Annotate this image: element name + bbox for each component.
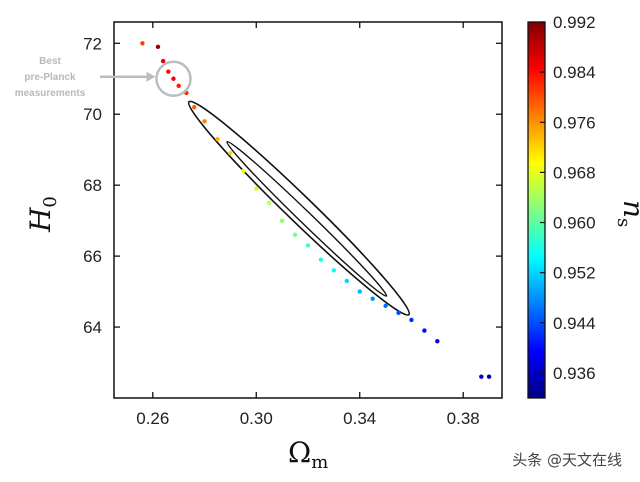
scatter-point [435,339,440,344]
colorbar-title: ns [613,200,640,227]
colorbar-tick-label: 0.944 [553,314,596,333]
annotation-text: measurements [15,88,86,99]
scatter-point [305,243,311,248]
y-tick-label: 64 [83,318,102,337]
scatter-point [396,310,401,316]
scatter-point [171,76,176,81]
scatter-point [370,296,375,301]
colorbar-tick-label: 0.952 [553,264,596,283]
contour-inner [226,140,388,297]
y-axis-title: H0 [24,196,61,233]
annotation-best-pre-planck: Best pre-Planck measurements [15,56,192,99]
y-tick-label: 72 [83,34,102,53]
scatter-point [176,83,181,89]
contour-outer [187,100,411,316]
scatter-point [202,119,207,124]
annotation-text: Best [39,56,61,67]
x-axis-title: Ωm [288,436,328,473]
x-tick-label: 0.38 [447,409,480,428]
x-axis-ticks: 0.26 0.30 0.34 0.38 [136,22,480,428]
colorbar: 0.992 0.984 0.976 0.968 0.960 0.952 0.944 0.936 [527,13,596,399]
scatter-point [140,41,145,46]
scatter-point [409,317,414,323]
watermark: 头条 @天文在线 [512,451,622,469]
y-axis-ticks: 64 66 68 70 72 [83,34,502,337]
annotation-arrowhead [146,71,156,82]
scatter-point [267,200,272,206]
colorbar-tick-label: 0.960 [553,214,596,233]
colorbar-gradient [527,21,546,399]
scatter-point [155,44,161,50]
scatter-point [228,151,233,156]
scatter-point [292,232,298,238]
scatter-point [318,257,324,262]
scatter-point [279,218,285,223]
scatter-point [383,303,388,308]
scatter-point [254,186,259,191]
scatter-point [191,104,197,110]
colorbar-tick-label: 0.992 [553,13,596,32]
scatter-point [344,278,349,284]
y-tick-label: 68 [83,176,102,195]
scatter-point [357,289,362,294]
colorbar-tick-label: 0.936 [553,364,596,383]
scatter-point [215,136,220,142]
annotation-circle [155,60,192,98]
annotation-text: pre-Planck [24,72,76,83]
scatter-point [166,69,171,74]
scatter-point [486,374,492,379]
scatter-point [241,168,246,174]
x-tick-label: 0.34 [343,409,376,428]
y-tick-label: 70 [83,105,102,124]
x-tick-label: 0.30 [240,409,273,428]
scatter-point [422,328,427,333]
scatter-point [479,374,484,379]
scatter-point [331,268,337,273]
colorbar-tick-label: 0.976 [553,113,596,132]
scatter-point [160,58,166,64]
scatter-points [140,41,492,379]
x-tick-label: 0.26 [136,409,169,428]
colorbar-tick-label: 0.984 [553,63,596,82]
colorbar-tick-label: 0.968 [553,163,596,182]
confidence-contours [187,100,411,316]
y-tick-label: 66 [83,247,102,266]
